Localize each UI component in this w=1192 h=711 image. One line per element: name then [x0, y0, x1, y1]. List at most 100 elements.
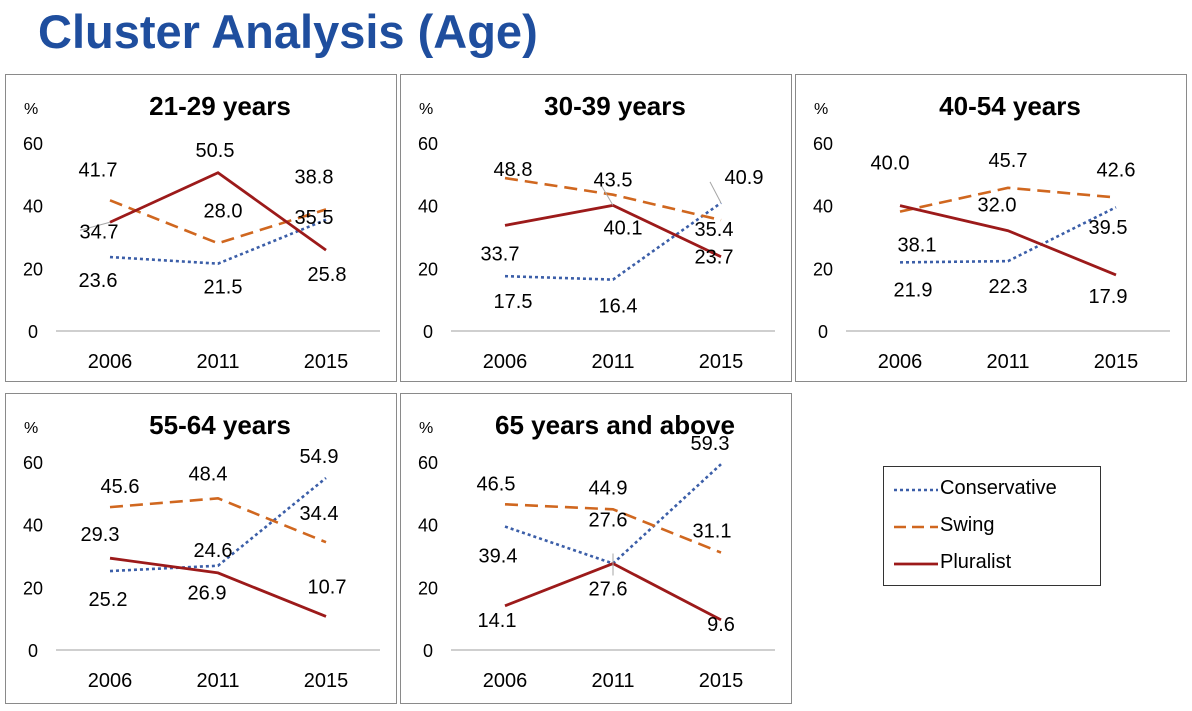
data-label-conservative: 21.9 — [894, 279, 933, 301]
y-tick-label: 0 — [423, 322, 433, 342]
x-tick-label: 2011 — [196, 670, 239, 692]
legend-swatch-pluralist — [894, 562, 938, 566]
y-tick-label: 20 — [813, 259, 833, 279]
data-label-pluralist: 14.1 — [478, 610, 517, 632]
data-label-swing: 45.7 — [989, 150, 1028, 172]
data-label-swing: 45.6 — [101, 476, 140, 498]
chart-title: 30-39 years — [544, 91, 686, 121]
y-axis-unit: % — [419, 101, 433, 118]
x-tick-label: 2006 — [88, 351, 133, 373]
legend-item-conservative: Conservative — [884, 473, 1100, 507]
x-tick-label: 2011 — [986, 351, 1029, 373]
x-tick-label: 2006 — [88, 670, 133, 692]
data-label-swing: 34.4 — [300, 503, 339, 525]
x-tick-label: 2011 — [591, 351, 634, 373]
data-label-conservative: 59.3 — [691, 433, 730, 455]
label-leader-line — [709, 181, 722, 204]
y-axis-unit: % — [24, 420, 38, 437]
y-tick-label: 40 — [23, 516, 43, 536]
data-label-swing: 38.8 — [295, 166, 334, 188]
y-tick-label: 60 — [418, 453, 438, 473]
x-tick-label: 2015 — [699, 670, 744, 692]
chart-legend: Conservative Swing Pluralist — [883, 466, 1101, 586]
x-tick-label: 2015 — [699, 351, 744, 373]
y-tick-label: 0 — [28, 322, 38, 342]
y-tick-label: 40 — [418, 197, 438, 217]
data-label-pluralist: 10.7 — [308, 576, 347, 598]
line-chart-svg: 40-54 years% 0 20 40 60 2006 2011 2015 21.9 22.3 3… — [813, 91, 1170, 373]
x-tick-label: 2011 — [591, 670, 634, 692]
line-chart-svg: 30-39 years% 0 20 40 60 2006 2011 2015 17.5 16.4 4… — [418, 91, 775, 373]
y-tick-label: 60 — [813, 134, 833, 154]
data-label-swing: 38.1 — [898, 235, 937, 257]
y-tick-label: 20 — [418, 578, 438, 598]
legend-label-conservative: Conservative — [940, 477, 1057, 499]
legend-item-pluralist: Pluralist — [884, 547, 1100, 581]
chart-panel-65-above: 65 years and above% 0 20 40 60 2006 2011 2015 39… — [400, 393, 792, 704]
series-line-pluralist — [109, 171, 327, 252]
data-label-pluralist: 34.7 — [80, 221, 119, 243]
data-label-conservative: 26.9 — [188, 583, 227, 605]
legend-swatch-swing — [894, 525, 938, 529]
y-tick-label: 0 — [28, 641, 38, 661]
series-line-pluralist — [899, 204, 1117, 277]
data-label-pluralist: 25.8 — [308, 264, 347, 286]
y-tick-label: 60 — [418, 134, 438, 154]
data-label-conservative: 22.3 — [989, 276, 1028, 298]
data-label-pluralist: 29.3 — [81, 524, 120, 546]
series-line-swing — [109, 199, 327, 245]
data-label-conservative: 54.9 — [300, 446, 339, 468]
series-line-pluralist — [109, 556, 327, 618]
label-leader-line — [79, 221, 111, 231]
data-label-swing: 42.6 — [1097, 160, 1136, 182]
y-tick-label: 60 — [23, 134, 43, 154]
data-label-swing: 35.4 — [695, 219, 734, 241]
chart-panel-40-54: 40-54 years% 0 20 40 60 2006 2011 2015 21.9 22.3 3… — [795, 74, 1187, 382]
data-label-pluralist: 23.7 — [695, 247, 734, 269]
data-label-conservative: 39.5 — [1089, 217, 1128, 239]
data-label-swing: 48.8 — [494, 159, 533, 181]
line-chart-svg: 65 years and above% 0 20 40 60 2006 2011 2015 39… — [418, 410, 775, 692]
y-tick-label: 20 — [23, 259, 43, 279]
line-chart-svg: 55-64 years% 0 20 40 60 2006 2011 2015 25.2 26.9 5… — [23, 410, 380, 692]
y-tick-label: 60 — [23, 453, 43, 473]
x-tick-label: 2006 — [483, 670, 528, 692]
series-line-conservative — [504, 201, 722, 281]
y-axis-unit: % — [24, 101, 38, 118]
chart-title: 40-54 years — [939, 91, 1081, 121]
data-label-pluralist: 32.0 — [978, 195, 1017, 217]
y-tick-label: 40 — [418, 516, 438, 536]
y-tick-label: 40 — [813, 197, 833, 217]
series-line-swing — [899, 186, 1117, 213]
data-label-swing: 28.0 — [204, 200, 243, 222]
x-tick-label: 2015 — [304, 670, 349, 692]
y-tick-label: 20 — [23, 578, 43, 598]
y-tick-label: 0 — [818, 322, 828, 342]
label-leader-line — [598, 181, 614, 206]
series-line-swing — [504, 176, 722, 222]
data-label-conservative: 23.6 — [79, 270, 118, 292]
data-label-conservative: 39.4 — [479, 546, 518, 568]
series-line-conservative — [109, 218, 327, 265]
data-label-swing: 46.5 — [477, 473, 516, 495]
data-label-pluralist: 9.6 — [707, 614, 735, 636]
data-label-conservative: 40.9 — [725, 167, 764, 189]
data-label-conservative: 21.5 — [204, 277, 243, 299]
data-label-conservative: 17.5 — [494, 291, 533, 313]
data-label-conservative: 25.2 — [89, 589, 128, 611]
x-tick-label: 2015 — [304, 351, 349, 373]
data-label-pluralist: 40.1 — [604, 217, 643, 239]
chart-panel-30-39: 30-39 years% 0 20 40 60 2006 2011 2015 17.5 16.4 4… — [400, 74, 792, 382]
x-tick-label: 2011 — [196, 351, 239, 373]
data-label-pluralist: 24.6 — [194, 540, 233, 562]
line-chart-svg: 21-29 years% 0 20 40 60 2006 2011 2015 23.6 21.5 3… — [23, 91, 380, 373]
data-label-swing: 44.9 — [589, 477, 628, 499]
data-label-conservative: 27.6 — [589, 510, 628, 532]
x-tick-label: 2006 — [878, 351, 923, 373]
legend-item-swing: Swing — [884, 510, 1100, 544]
chart-title: 55-64 years — [149, 410, 291, 440]
y-tick-label: 0 — [423, 641, 433, 661]
legend-label-pluralist: Pluralist — [940, 551, 1012, 573]
x-tick-label: 2006 — [483, 351, 528, 373]
y-axis-unit: % — [814, 101, 828, 118]
